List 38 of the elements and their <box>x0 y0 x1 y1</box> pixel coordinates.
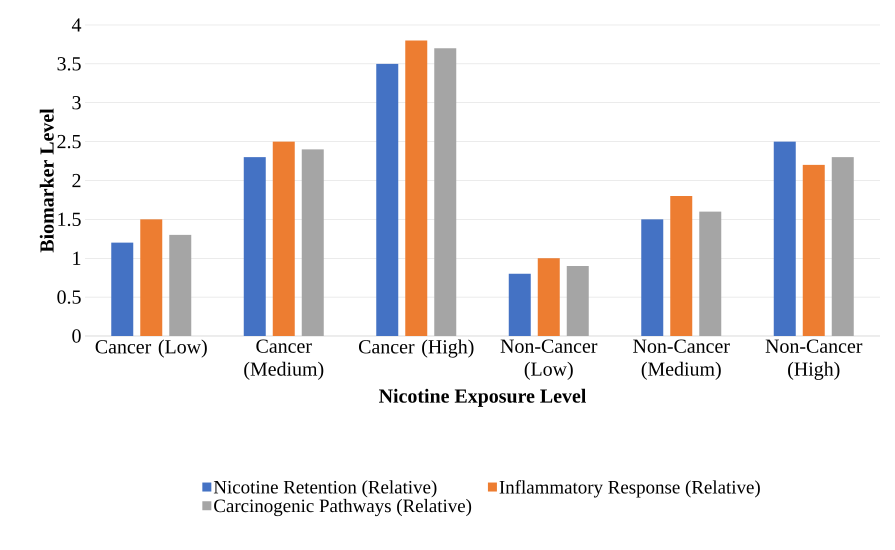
bar <box>376 64 398 336</box>
y-tick-label: 4 <box>72 18 82 32</box>
bar <box>302 149 324 336</box>
bar <box>244 157 266 336</box>
y-tick-label: 0.5 <box>57 290 81 304</box>
bar <box>140 219 162 336</box>
bar <box>405 40 428 336</box>
bar <box>802 164 825 336</box>
bar <box>538 258 560 336</box>
x-tick-label: Non-Cancer (Medium) <box>633 340 730 380</box>
y-tick-label: 3.5 <box>58 57 81 71</box>
bar <box>508 274 531 336</box>
y-tick-label: 2.5 <box>57 134 81 148</box>
legend-label: Carcinogenic Pathways (Relative) <box>214 498 472 516</box>
y-tick-label: 1.5 <box>58 212 81 226</box>
bar <box>774 142 796 336</box>
bar <box>111 242 134 336</box>
y-tick-label: 1 <box>73 252 80 265</box>
legend-label: Nicotine Retention (Relative) <box>214 480 436 498</box>
y-axis-title: Biomarker Level <box>40 108 54 252</box>
x-axis-title: Nicotine Exposure Level <box>379 388 586 407</box>
bar <box>169 234 192 336</box>
x-tick-label: Non-Cancer (High) <box>766 340 862 380</box>
y-tick-label: 2 <box>72 174 80 188</box>
x-tick-label: Cancer (Low) <box>96 340 207 358</box>
bar <box>670 196 692 336</box>
y-tick-label: 0 <box>72 329 81 343</box>
x-tick-label: Cancer (Medium) <box>244 340 324 380</box>
bar <box>832 157 854 336</box>
x-tick-label: Non-Cancer (Low) <box>500 340 598 380</box>
bar <box>699 212 722 336</box>
legend-label: Inflammatory Response (Relative) <box>500 480 760 498</box>
bar <box>272 142 295 336</box>
y-tick-label: 3 <box>72 96 81 110</box>
bar <box>434 48 456 336</box>
bar <box>641 219 664 336</box>
bar <box>566 266 589 336</box>
x-tick-label: Cancer (High) <box>358 340 474 358</box>
